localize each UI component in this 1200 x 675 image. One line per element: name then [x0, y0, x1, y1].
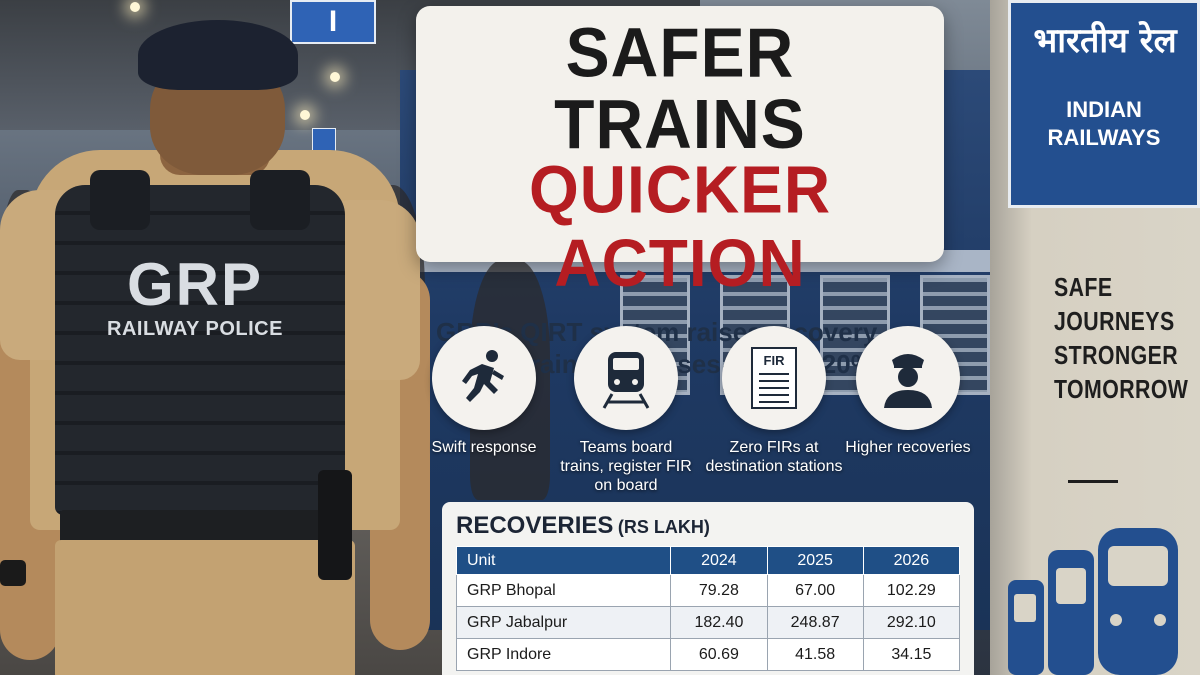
feature-item: Swift response — [414, 326, 554, 457]
feature-label: Zero FIRs at destination stations — [705, 439, 843, 475]
train-icon — [1008, 510, 1200, 675]
table-header-row: Unit 2024 2025 2026 — [455, 546, 961, 575]
pillar-divider — [1068, 480, 1118, 483]
vest-subtitle: RAILWAY POLICE — [107, 318, 283, 340]
ceiling-light — [130, 2, 140, 12]
table-cell: 292.10 — [862, 606, 961, 639]
ceiling-light — [330, 72, 340, 82]
officer-trousers — [55, 540, 355, 675]
officer-sleeve — [330, 200, 420, 380]
watch-icon — [0, 560, 26, 586]
feature-item: Higher recoveries — [838, 326, 978, 457]
feature-label: Higher recoveries — [845, 439, 971, 456]
officer-belt — [60, 510, 350, 544]
feature-list: Swift response Teams board trains, regis… — [428, 326, 971, 496]
police-officer-icon — [856, 326, 960, 430]
headline-line2: QUICKER ACTION — [528, 151, 832, 301]
recoveries-title: RECOVERIES — [456, 512, 614, 539]
recoveries-table-card: RECOVERIES (RS LAKH) Unit 2024 2025 2026… — [442, 502, 974, 675]
pillar-message: SAFE JOURNEYS STRONGER TOMORROW — [1054, 270, 1189, 406]
signboard-english: INDIAN RAILWAYS — [1047, 97, 1161, 150]
headline-line1: SAFER TRAINS — [554, 13, 806, 163]
document-icon: FIR — [751, 347, 797, 409]
vest-strap — [90, 170, 150, 230]
vest-strap — [250, 170, 310, 230]
officer-vest — [55, 185, 345, 515]
feature-label: Teams board trains, register FIR on boar… — [560, 439, 692, 494]
recoveries-heading: RECOVERIES (RS LAKH) — [456, 512, 960, 540]
railway-signboard — [1008, 0, 1200, 208]
signboard-hindi: भारतीय रेल — [1033, 21, 1177, 61]
table-cell: 102.29 — [862, 574, 961, 607]
pillar-message-line: JOURNEYS — [1054, 306, 1175, 336]
table-cell: GRP Bhopal — [455, 574, 672, 607]
ceiling-light — [300, 110, 310, 120]
platform-sign-text: I — [328, 5, 338, 38]
column-header: 2024 — [670, 546, 768, 575]
recoveries-table: Unit 2024 2025 2026 GRP Bhopal 79.28 67.… — [455, 546, 961, 671]
fir-icon-text: FIR — [763, 353, 785, 368]
column-header: Unit — [455, 546, 672, 575]
column-header: 2025 — [766, 546, 864, 575]
recoveries-unit: (RS LAKH) — [617, 517, 710, 537]
officer-beret — [138, 20, 298, 90]
train-icon — [574, 326, 678, 430]
pillar-message-line: TOMORROW — [1054, 374, 1189, 404]
pillar-message-line: SAFE — [1054, 272, 1113, 302]
column-header: 2026 — [862, 546, 961, 575]
table-cell: 79.28 — [670, 574, 768, 607]
table-cell: 67.00 — [766, 574, 864, 607]
table-cell: GRP Jabalpur — [455, 606, 672, 639]
table-cell: GRP Indore — [455, 638, 672, 671]
table-cell: 248.87 — [766, 606, 864, 639]
running-person-icon — [432, 326, 536, 430]
table-row: GRP Bhopal 79.28 67.00 102.29 — [455, 574, 961, 607]
platform-sign: I — [290, 0, 376, 44]
table-cell: 34.15 — [862, 638, 961, 671]
headline-card: SAFER TRAINS QUICKER ACTION GRP’s QIRT s… — [416, 6, 944, 379]
table-cell: 182.40 — [670, 606, 768, 639]
feature-item: FIR Zero FIRs at destination stations — [704, 326, 844, 476]
feature-label: Swift response — [431, 439, 537, 456]
vest-title: GRP — [126, 251, 264, 318]
grp-officer: GRP RAILWAY POLICE — [0, 0, 440, 675]
pillar-message-line: STRONGER — [1054, 340, 1179, 370]
table-cell: 41.58 — [766, 638, 864, 671]
radio-icon — [318, 470, 352, 580]
platform-small-sign — [312, 128, 336, 152]
table-row: GRP Indore 60.69 41.58 34.15 — [455, 638, 961, 671]
fir-document-icon: FIR — [722, 326, 826, 430]
feature-item: Teams board trains, register FIR on boar… — [556, 326, 696, 495]
table-cell: 60.69 — [670, 638, 768, 671]
table-row: GRP Jabalpur 182.40 248.87 292.10 — [455, 606, 961, 639]
